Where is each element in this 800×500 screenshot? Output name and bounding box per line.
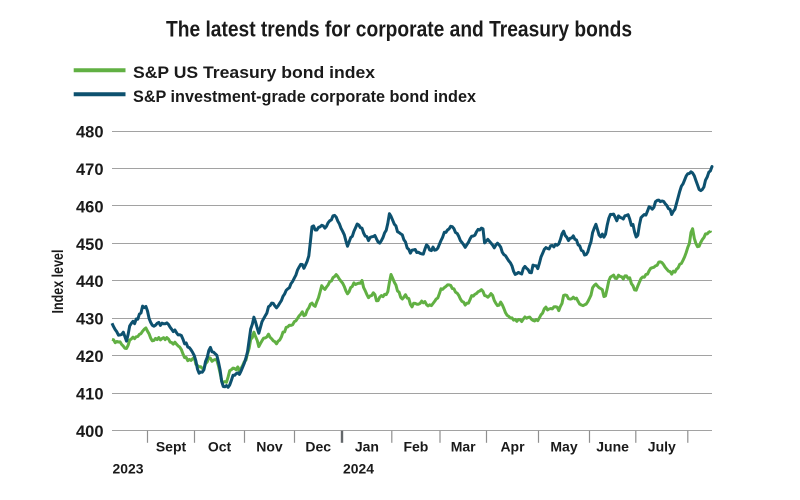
svg-text:460: 460 [76,198,104,216]
svg-text:Dec: Dec [305,439,331,455]
svg-text:430: 430 [76,311,104,329]
svg-text:June: June [596,439,629,455]
svg-text:Jan: Jan [355,439,379,455]
svg-text:Feb: Feb [403,439,428,455]
svg-text:420: 420 [76,348,104,366]
svg-text:450: 450 [76,236,104,254]
svg-text:Nov: Nov [256,439,283,455]
svg-text:440: 440 [76,273,104,291]
svg-text:410: 410 [76,386,104,404]
svg-text:2024: 2024 [343,462,374,477]
svg-text:Index level: Index level [50,250,67,314]
svg-text:Oct: Oct [208,439,232,455]
svg-text:S&P investment-grade corporate: S&P investment-grade corporate bond inde… [133,88,477,106]
svg-text:480: 480 [76,123,104,141]
svg-text:470: 470 [76,161,104,179]
svg-text:July: July [648,439,676,455]
svg-text:2023: 2023 [113,462,144,477]
svg-text:May: May [550,439,577,455]
svg-text:400: 400 [76,423,104,441]
svg-text:Mar: Mar [451,439,476,455]
svg-text:Apr: Apr [500,439,525,455]
svg-text:The latest trends for corporat: The latest trends for corporate and Trea… [166,17,632,42]
svg-text:Sept: Sept [156,439,187,455]
svg-text:S&P US Treasury bond index: S&P US Treasury bond index [133,64,376,82]
